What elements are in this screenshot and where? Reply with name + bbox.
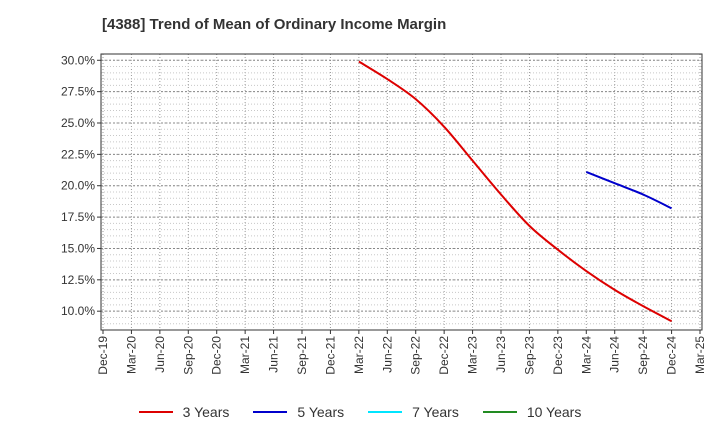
- legend-item-7-years: 7 Years: [368, 404, 459, 420]
- grid: [101, 54, 702, 330]
- x-tick-label: Sep-20: [181, 336, 195, 375]
- legend-swatch-3-years: [138, 411, 173, 413]
- x-tick-label: Jun-21: [267, 336, 281, 373]
- x-tick-label: Dec-22: [437, 336, 451, 375]
- x-tick-label: Dec-21: [323, 336, 337, 375]
- legend: 3 Years 5 Years 7 Years 10 Years: [0, 404, 720, 420]
- series-line-5-years: [585, 170, 673, 210]
- x-tick-label: Dec-23: [551, 336, 565, 375]
- x-tick-label: Mar-22: [352, 336, 366, 374]
- y-axis: 10.0% 12.5% 15.0% 17.5% 20.0% 22.5% 25.0% 27.5%…: [61, 53, 101, 318]
- x-tick-label: Mar-20: [124, 336, 138, 374]
- x-tick-label: Dec-20: [210, 336, 224, 375]
- legend-item-5-years: 5 Years: [253, 404, 344, 420]
- legend-label-5-years: 5 Years: [297, 404, 345, 420]
- x-tick-label: Sep-22: [409, 336, 423, 375]
- line-chart: 10.0% 12.5% 15.0% 17.5% 20.0% 22.5% 25.0% 27.5%…: [61, 53, 707, 375]
- y-tick-label: 30.0%: [61, 53, 95, 67]
- legend-swatch-10-years: [482, 411, 517, 413]
- legend-swatch-7-years: [368, 411, 403, 413]
- x-tick-label: Sep-23: [522, 336, 536, 375]
- x-tick-label: Mar-24: [579, 336, 593, 374]
- legend-item-10-years: 10 Years: [482, 404, 582, 420]
- legend-label-3-years: 3 Years: [182, 404, 230, 420]
- x-tick-label: Jun-20: [153, 336, 167, 373]
- legend-item-3-years: 3 Years: [138, 404, 230, 420]
- x-tick-label: Mar-21: [238, 336, 252, 374]
- x-tick-label: Jun-24: [608, 336, 622, 373]
- plot-area-frame: [100, 53, 703, 331]
- y-tick-label: 12.5%: [61, 273, 95, 287]
- legend-label-7-years: 7 Years: [412, 404, 459, 420]
- series-lines: [358, 60, 673, 323]
- x-tick-label: Dec-19: [96, 336, 110, 375]
- y-tick-label: 15.0%: [61, 241, 95, 255]
- x-tick-label: Sep-24: [636, 336, 650, 375]
- y-tick-label: 25.0%: [61, 116, 95, 130]
- y-tick-label: 27.5%: [61, 85, 95, 99]
- x-tick-label: Mar-23: [466, 336, 480, 374]
- x-tick-label: Jun-23: [494, 336, 508, 373]
- y-tick-label: 20.0%: [61, 179, 95, 193]
- chart-title: [4388] Trend of Mean of Ordinary Income …: [102, 16, 447, 33]
- y-tick-label: 17.5%: [61, 210, 95, 224]
- series-line-3-years: [358, 60, 673, 323]
- y-tick-label: 22.5%: [61, 147, 95, 161]
- y-tick-label: 10.0%: [61, 304, 95, 318]
- legend-label-10-years: 10 Years: [526, 404, 582, 420]
- x-axis: Dec-19 Mar-20 Jun-20 Sep-20 Dec-20 Mar-21 Jun-…: [96, 330, 707, 375]
- legend-swatch-5-years: [253, 411, 288, 413]
- x-tick-label: Sep-21: [295, 336, 309, 375]
- x-tick-label: Mar-25: [693, 336, 707, 374]
- x-tick-label: Jun-22: [380, 336, 394, 373]
- x-tick-label: Dec-24: [665, 336, 679, 375]
